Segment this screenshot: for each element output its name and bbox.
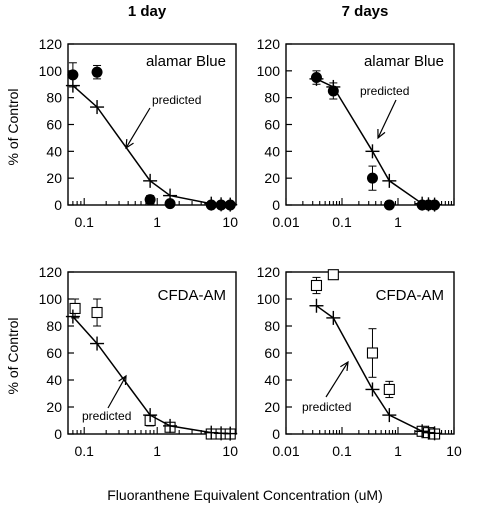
predicted-annotation: predicted [82,409,131,423]
y-tick-label: 80 [264,90,280,106]
data-point [69,302,81,315]
series-measured [67,62,236,211]
x-tick-label: 0.1 [332,443,352,459]
x-tick-label: 1 [394,443,402,459]
data-point [91,66,103,78]
x-tick-label: 1 [394,214,402,230]
series-predicted [309,71,442,212]
x-tick-label: 10 [222,214,238,230]
data-point [327,269,339,281]
y-tick-label: 80 [46,318,62,334]
annotation-arrow [125,107,151,149]
column-title-1-day: 1 day [128,3,167,20]
y-tick-label: 20 [46,170,62,186]
series-predicted [309,298,442,441]
panel-1: 0 20 40 60 80 100 120 0.1 1 10 alamar Blue predicte… [39,36,239,230]
series-predicted [65,78,238,212]
y-tick-label: 40 [46,372,62,388]
panel-2: 0 20 40 60 80 100 120 0.01 0.1 1 alamar Blue predic… [257,36,455,230]
y-axis-title-bottom: % of Control [5,317,21,394]
y-tick-label: 40 [264,372,280,388]
y-tick-label: 120 [39,36,63,52]
y-tick-label: 120 [257,36,281,52]
y-tick-label: 40 [46,143,62,159]
y-tick-label: 100 [257,291,281,307]
y-tick-label: 100 [257,63,281,79]
y-tick-label: 0 [272,197,280,213]
annotation-arrow [107,375,127,409]
annotation-arrow [325,361,349,398]
column-title-7-days: 7 days [342,3,389,20]
x-tick-label: 0.01 [272,443,299,459]
panel-label: CFDA-AM [158,287,226,304]
data-point [67,69,79,81]
x-tick-label: 1 [153,443,161,459]
arrow-head [377,128,386,140]
annotation-arrow [377,99,397,139]
data-point [164,198,176,210]
predicted-annotation: predicted [302,400,351,414]
y-tick-label: 60 [46,117,62,133]
panel-label: alamar Blue [146,53,226,70]
y-tick-label: 80 [46,90,62,106]
y-axis-title-top: % of Control [5,88,21,165]
x-tick-label: 0.1 [332,214,352,230]
data-point [144,194,156,206]
y-tick-label: 40 [264,143,280,159]
arrow-head [340,360,349,372]
panel-3: 0 20 40 60 80 100 120 0.1 1 10 CFDA-AM predicted [39,264,239,459]
y-tick-label: 20 [46,399,62,415]
x-axis-title: Fluoranthene Equivalent Concentration (u… [107,487,383,503]
y-tick-label: 20 [264,170,280,186]
y-tick-label: 20 [264,399,280,415]
arrow-head [118,374,127,386]
y-tick-label: 100 [39,63,63,79]
y-tick-label: 0 [54,197,62,213]
predicted-annotation: predicted [152,93,201,107]
x-tick-label: 1 [153,214,161,230]
data-point [310,279,323,292]
predicted-annotation: predicted [360,84,409,98]
y-tick-label: 120 [257,264,281,280]
y-tick-label: 60 [46,345,62,361]
series-predicted [65,309,238,441]
panel-4: 0 20 40 60 80 100 120 0.01 0.1 1 10 CFDA-AM predicte… [257,264,462,459]
data-point [366,172,378,184]
data-point [383,199,395,211]
y-tick-label: 100 [39,291,63,307]
y-tick-label: 60 [264,117,280,133]
data-point [91,306,103,319]
x-tick-label: 0.01 [272,214,299,230]
arrow-head [125,138,134,150]
x-tick-label: 0.1 [74,443,94,459]
y-tick-label: 60 [264,345,280,361]
x-tick-label: 0.1 [74,214,94,230]
y-tick-label: 0 [54,426,62,442]
data-point [383,383,395,396]
predicted-line [316,305,435,435]
y-tick-label: 0 [272,426,280,442]
panel-label: alamar Blue [364,53,444,70]
x-tick-label: 10 [222,443,238,459]
data-point [366,347,379,359]
x-tick-label: 10 [446,443,462,459]
panel-label: CFDA-AM [376,287,444,304]
y-tick-label: 80 [264,318,280,334]
y-tick-label: 120 [39,264,63,280]
